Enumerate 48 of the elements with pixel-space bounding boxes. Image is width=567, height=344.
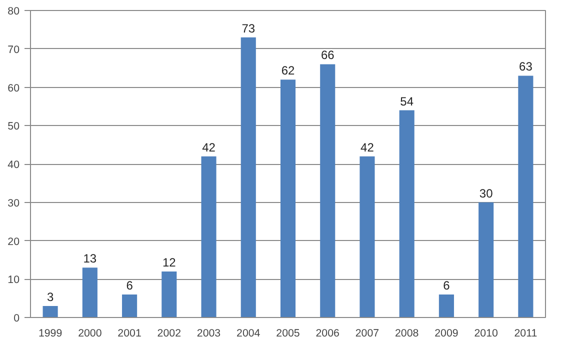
data-label: 6 (126, 278, 134, 292)
bar (478, 202, 494, 318)
y-tick-label: 30 (8, 197, 20, 210)
x-tick-label: 2002 (157, 328, 182, 340)
x-tick-label: 2007 (355, 328, 380, 340)
bar (320, 64, 336, 318)
bar (438, 294, 454, 318)
data-label: 73 (242, 21, 256, 36)
data-label: 30 (479, 186, 494, 200)
data-label: 6 (443, 278, 450, 292)
bar (42, 306, 58, 318)
x-tick-label: 2004 (236, 328, 260, 340)
bar (280, 80, 296, 318)
data-label: 63 (519, 60, 533, 74)
bar (162, 271, 177, 318)
x-tick-label: 2000 (78, 328, 102, 340)
y-tick-label: 20 (8, 236, 20, 248)
y-tick-label: 80 (8, 6, 20, 18)
data-label: 62 (281, 64, 295, 78)
x-tick-label: 2009 (434, 328, 458, 340)
data-label: 66 (320, 48, 335, 62)
x-tick-label: 2011 (514, 328, 538, 340)
data-label: 13 (83, 252, 97, 266)
x-tick-label: 2003 (196, 328, 221, 340)
data-label: 12 (162, 255, 176, 270)
bar (240, 37, 256, 318)
data-label: 3 (46, 290, 54, 304)
x-tick-label: 1999 (38, 328, 62, 340)
data-label: 54 (400, 94, 414, 108)
y-tick-label: 10 (8, 274, 20, 286)
y-tick-label: 50 (8, 120, 20, 133)
data-label: 42 (360, 140, 374, 154)
y-tick-label: 70 (8, 44, 20, 56)
bar (122, 294, 138, 318)
y-tick-label: 60 (8, 82, 20, 94)
bar (201, 156, 216, 318)
x-tick-label: 2006 (316, 328, 340, 340)
x-tick-label: 2001 (118, 328, 142, 340)
y-tick-label: 0 (14, 312, 20, 324)
bar (82, 268, 98, 318)
bar (360, 156, 375, 318)
bar (399, 110, 414, 318)
x-tick-label: 2010 (474, 328, 498, 340)
data-label: 42 (202, 140, 216, 154)
bar (518, 76, 534, 318)
x-tick-label: 2008 (394, 328, 419, 340)
y-tick-label: 40 (8, 159, 20, 171)
x-tick-label: 2005 (276, 328, 300, 340)
